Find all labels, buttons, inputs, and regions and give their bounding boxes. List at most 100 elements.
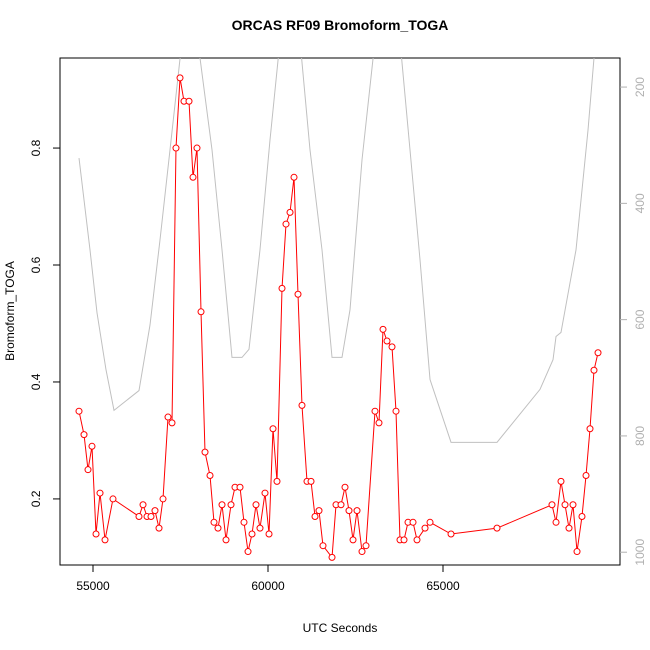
data-point bbox=[227, 501, 235, 509]
data-point bbox=[569, 501, 577, 509]
data-point bbox=[426, 518, 434, 526]
y2-tick-label: 400 bbox=[633, 193, 647, 213]
series-line bbox=[78, 58, 595, 443]
y2-tick-label: 1000 bbox=[633, 539, 647, 566]
data-point bbox=[286, 208, 294, 216]
data-point bbox=[210, 518, 218, 526]
data-point bbox=[565, 524, 573, 532]
series-line bbox=[78, 77, 599, 559]
data-point bbox=[557, 477, 565, 485]
y-tick-label: 0.4 bbox=[29, 373, 43, 390]
y-tick-label: 0.2 bbox=[29, 490, 43, 507]
data-point bbox=[189, 173, 197, 181]
data-point bbox=[307, 477, 315, 485]
y2-tick-label: 600 bbox=[633, 309, 647, 329]
data-point bbox=[75, 407, 83, 415]
data-point bbox=[548, 501, 556, 509]
data-point bbox=[590, 366, 598, 374]
data-point bbox=[375, 419, 383, 427]
data-point bbox=[421, 524, 429, 532]
data-point bbox=[319, 542, 327, 550]
data-point bbox=[244, 548, 252, 556]
data-point bbox=[582, 472, 590, 480]
data-point bbox=[139, 501, 147, 509]
data-point bbox=[176, 74, 184, 82]
data-point bbox=[252, 501, 260, 509]
data-point bbox=[172, 144, 180, 152]
data-point bbox=[265, 530, 273, 538]
data-point bbox=[236, 483, 244, 491]
data-point bbox=[371, 407, 379, 415]
data-point bbox=[294, 290, 302, 298]
data-point bbox=[214, 524, 222, 532]
data-point bbox=[101, 536, 109, 544]
data-point bbox=[315, 507, 323, 515]
data-point bbox=[362, 542, 370, 550]
x-tick-label: 65000 bbox=[426, 579, 460, 593]
data-point bbox=[298, 401, 306, 409]
data-point bbox=[218, 501, 226, 509]
data-point bbox=[358, 548, 366, 556]
data-point bbox=[222, 536, 230, 544]
chart-title: ORCAS RF09 Bromoform_TOGA bbox=[232, 17, 449, 33]
data-point bbox=[80, 431, 88, 439]
data-point bbox=[201, 448, 209, 456]
data-point bbox=[193, 144, 201, 152]
y-tick-label: 0.8 bbox=[29, 139, 43, 156]
data-point bbox=[345, 507, 353, 515]
data-point bbox=[159, 495, 167, 503]
data-point bbox=[552, 518, 560, 526]
data-point bbox=[273, 477, 281, 485]
data-point bbox=[197, 308, 205, 316]
x-axis-label: UTC Seconds bbox=[303, 621, 378, 635]
data-point bbox=[594, 349, 602, 357]
data-point bbox=[147, 512, 155, 520]
data-point bbox=[337, 501, 345, 509]
data-point bbox=[278, 284, 286, 292]
x-tick-label: 60000 bbox=[251, 579, 285, 593]
data-point bbox=[269, 425, 277, 433]
y2-tick-label: 800 bbox=[633, 426, 647, 446]
data-point bbox=[311, 512, 319, 520]
data-point bbox=[151, 507, 159, 515]
data-point bbox=[379, 325, 387, 333]
plot-frame bbox=[59, 57, 621, 566]
data-point bbox=[185, 97, 193, 105]
data-point bbox=[92, 530, 100, 538]
data-point bbox=[586, 425, 594, 433]
data-point bbox=[392, 407, 400, 415]
data-point bbox=[248, 530, 256, 538]
data-point bbox=[155, 524, 163, 532]
data-point bbox=[261, 489, 269, 497]
data-point bbox=[88, 442, 96, 450]
data-point bbox=[493, 524, 501, 532]
x-tick-label: 55000 bbox=[76, 579, 110, 593]
data-point bbox=[353, 507, 361, 515]
y-axis-label: Bromoform_TOGA bbox=[3, 261, 17, 361]
data-point bbox=[206, 472, 214, 480]
data-point bbox=[349, 536, 357, 544]
data-point bbox=[256, 524, 264, 532]
data-point bbox=[328, 553, 336, 561]
data-point bbox=[409, 518, 417, 526]
data-point bbox=[383, 337, 391, 345]
data-point bbox=[388, 343, 396, 351]
y-tick-label: 0.6 bbox=[29, 256, 43, 273]
data-point bbox=[341, 483, 349, 491]
data-point bbox=[561, 501, 569, 509]
y2-tick-label: 200 bbox=[633, 77, 647, 97]
plot-area bbox=[75, 58, 602, 561]
data-point bbox=[413, 536, 421, 544]
data-point bbox=[164, 413, 172, 421]
data-point bbox=[109, 495, 117, 503]
data-point bbox=[400, 536, 408, 544]
data-point bbox=[282, 220, 290, 228]
data-point bbox=[84, 466, 92, 474]
data-point bbox=[240, 518, 248, 526]
data-point bbox=[290, 173, 298, 181]
data-point bbox=[168, 419, 176, 427]
data-point bbox=[135, 512, 143, 520]
data-point bbox=[578, 512, 586, 520]
data-point bbox=[447, 530, 455, 538]
